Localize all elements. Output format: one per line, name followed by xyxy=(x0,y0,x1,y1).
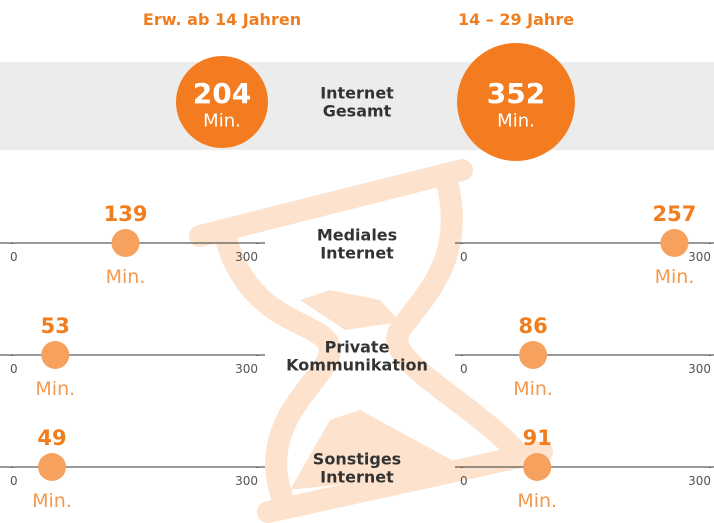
total-unit: Min. xyxy=(203,110,241,132)
total-unit: Min. xyxy=(497,110,535,132)
tick-label: 300 xyxy=(688,250,711,265)
dot xyxy=(111,229,140,257)
tick-label: 0 xyxy=(460,250,468,265)
tick-label: 300 xyxy=(688,474,711,489)
tick-label: 0 xyxy=(10,362,18,377)
tick-label: 300 xyxy=(235,362,258,377)
row-label: Mediales Internet xyxy=(316,225,398,263)
total-circle xyxy=(457,43,575,161)
group-header: 14 – 29 Jahre xyxy=(457,9,575,29)
total-band xyxy=(0,62,714,150)
tick-label: 0 xyxy=(460,474,468,489)
hourglass-watermark xyxy=(189,159,553,523)
unit-label: Min. xyxy=(513,378,553,401)
dot xyxy=(523,453,552,481)
total-value: 204 xyxy=(192,76,252,110)
dot xyxy=(41,341,70,369)
dot xyxy=(660,229,689,257)
group-header: Erw. ab 14 Jahren xyxy=(142,9,302,29)
total-value: 352 xyxy=(486,76,546,110)
dot xyxy=(519,341,548,369)
tick-label: 0 xyxy=(460,362,468,377)
tick-label: 300 xyxy=(688,362,711,377)
unit-label: Min. xyxy=(32,490,72,513)
value-label: 53 xyxy=(40,313,70,338)
value-label: 257 xyxy=(652,201,697,226)
total-circle xyxy=(176,56,268,148)
value-label: 139 xyxy=(103,201,148,226)
tick-label: 300 xyxy=(235,250,258,265)
tick-label: 300 xyxy=(235,474,258,489)
value-label: 91 xyxy=(522,425,552,450)
unit-label: Min. xyxy=(105,266,146,289)
unit-label: Min. xyxy=(517,490,558,513)
hourglass-sand xyxy=(300,290,400,330)
value-label: 49 xyxy=(37,425,67,450)
tick-label: 0 xyxy=(10,250,18,265)
total-label: Internet Gesamt xyxy=(320,83,394,121)
row-label: Private Kommunikation xyxy=(286,337,428,375)
dot xyxy=(38,453,67,481)
tick-label: 0 xyxy=(10,474,18,489)
hourglass-sand xyxy=(290,410,470,490)
row-label: Sonstiges Internet xyxy=(312,449,402,487)
unit-label: Min. xyxy=(35,378,76,401)
value-label: 86 xyxy=(518,313,548,338)
unit-label: Min. xyxy=(654,266,695,289)
